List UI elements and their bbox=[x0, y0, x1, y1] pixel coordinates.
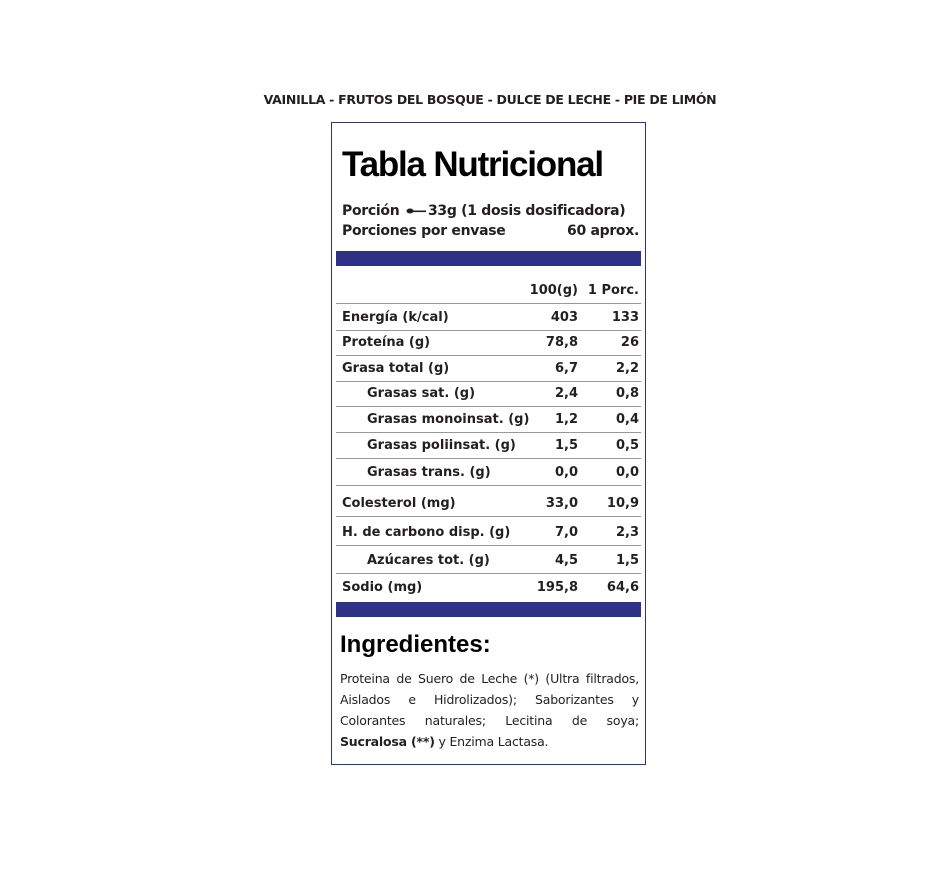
ingredients-part: Proteina de Suero de Leche (*) (Ultra fi… bbox=[340, 671, 639, 728]
portion-label: Porción bbox=[342, 203, 400, 219]
value-100g: 33,0 bbox=[545, 496, 578, 511]
value-100g: 1,5 bbox=[554, 438, 578, 453]
flavor-list: VAINILLA - FRUTOS DEL BOSQUE - DULCE DE … bbox=[263, 92, 717, 107]
nutrient-label: Azúcares tot. (g) bbox=[367, 553, 490, 568]
table-row: Grasas poliinsat. (g) 1,5 0,5 bbox=[336, 432, 641, 459]
column-header-portion: 1 Porc. bbox=[587, 283, 639, 298]
value-100g: 7,0 bbox=[554, 525, 578, 540]
ingredients-part: y Enzima Lactasa. bbox=[434, 734, 549, 749]
value-100g: 6,7 bbox=[554, 361, 578, 376]
table-row: Sodio (mg) 195,8 64,6 bbox=[336, 573, 641, 600]
nutrition-label: Tabla Nutricional Porción 33g (1 dosis d… bbox=[331, 122, 646, 765]
table-row: Grasas trans. (g) 0,0 0,0 bbox=[336, 458, 641, 486]
value-100g: 2,4 bbox=[554, 386, 578, 401]
ingredients-title: Ingredientes: bbox=[340, 631, 491, 658]
table-row: Proteína (g) 78,8 26 bbox=[336, 330, 641, 356]
value-100g: 195,8 bbox=[536, 580, 578, 595]
spoon-icon bbox=[406, 208, 426, 214]
label-title: Tabla Nutricional bbox=[342, 145, 604, 184]
footer-bar bbox=[336, 602, 641, 617]
value-portion: 10,9 bbox=[606, 496, 639, 511]
value-100g: 4,5 bbox=[554, 553, 578, 568]
table-row: Azúcares tot. (g) 4,5 1,5 bbox=[336, 545, 641, 574]
table-row: Energía (k/cal) 403 133 bbox=[336, 304, 641, 331]
header-bar bbox=[336, 251, 641, 266]
table-row: H. de carbono disp. (g) 7,0 2,3 bbox=[336, 516, 641, 546]
portion-value: 33g (1 dosis dosificadora) bbox=[427, 203, 626, 219]
nutrient-label: Grasas sat. (g) bbox=[367, 386, 476, 401]
value-portion: 2,3 bbox=[615, 525, 639, 540]
value-portion: 26 bbox=[620, 335, 639, 350]
nutrient-label: Energía (k/cal) bbox=[342, 310, 449, 325]
nutrient-label: Sodio (mg) bbox=[342, 580, 423, 595]
column-header-100g: 100(g) bbox=[529, 283, 578, 298]
table-row: Grasas monoinsat. (g) 1,2 0,4 bbox=[336, 406, 641, 433]
value-portion: 1,5 bbox=[615, 553, 639, 568]
table-row: Colesterol (mg) 33,0 10,9 bbox=[336, 485, 641, 517]
portion-line: Porción 33g (1 dosis dosificadora) bbox=[342, 203, 626, 219]
servings-value: 60 aprox. bbox=[567, 223, 639, 239]
value-portion: 0,4 bbox=[615, 412, 639, 427]
table-row: Grasas sat. (g) 2,4 0,8 bbox=[336, 381, 641, 407]
servings-label: Porciones por envase bbox=[342, 223, 506, 239]
value-portion: 0,0 bbox=[615, 465, 639, 480]
nutrient-label: Grasas trans. (g) bbox=[367, 465, 491, 480]
nutrient-label: Grasas monoinsat. (g) bbox=[367, 412, 530, 427]
nutrient-label: Colesterol (mg) bbox=[342, 496, 456, 511]
nutrient-label: Grasa total (g) bbox=[342, 361, 450, 376]
value-portion: 64,6 bbox=[606, 580, 639, 595]
table-row: Grasa total (g) 6,7 2,2 bbox=[336, 355, 641, 382]
value-100g: 78,8 bbox=[545, 335, 578, 350]
ingredients-bold: Sucralosa (**) bbox=[340, 734, 435, 749]
value-100g: 403 bbox=[550, 310, 578, 325]
value-portion: 2,2 bbox=[615, 361, 639, 376]
value-portion: 133 bbox=[611, 310, 639, 325]
nutrient-label: Proteína (g) bbox=[342, 335, 431, 350]
ingredients-text: Proteina de Suero de Leche (*) (Ultra fi… bbox=[340, 668, 639, 752]
value-100g: 0,0 bbox=[554, 465, 578, 480]
nutrient-label: H. de carbono disp. (g) bbox=[342, 525, 511, 540]
value-portion: 0,5 bbox=[615, 438, 639, 453]
nutrient-label: Grasas poliinsat. (g) bbox=[367, 438, 516, 453]
value-100g: 1,2 bbox=[554, 412, 578, 427]
table-header: 100(g) 1 Porc. bbox=[336, 273, 641, 304]
value-portion: 0,8 bbox=[615, 386, 639, 401]
